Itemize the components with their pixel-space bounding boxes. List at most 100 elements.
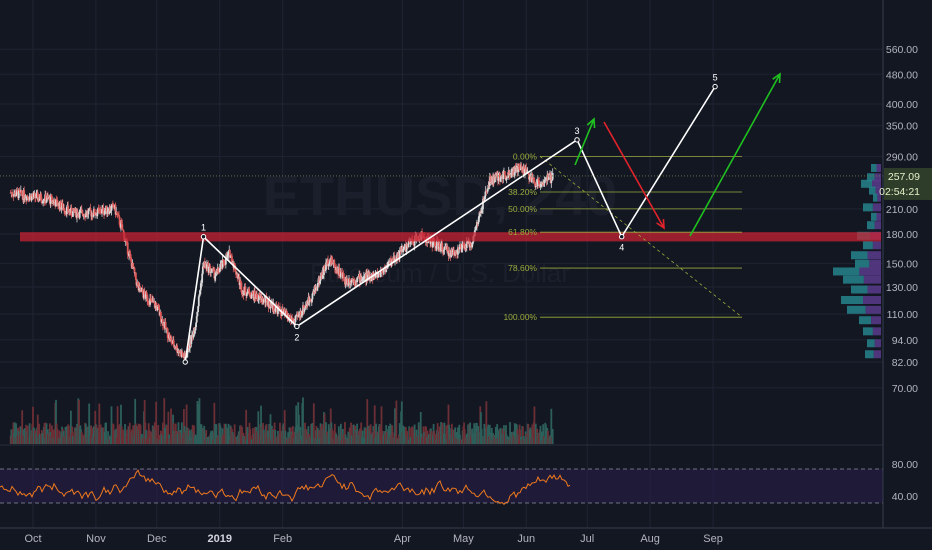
candle-body <box>126 240 128 243</box>
candle-body <box>362 276 365 278</box>
volume-bar <box>10 429 13 444</box>
volume-profile-bar-down <box>876 163 881 172</box>
candle-body <box>174 346 176 349</box>
candle-body <box>210 271 212 273</box>
candle-body <box>256 297 259 301</box>
candle-body <box>155 304 158 306</box>
candle-body <box>46 196 49 201</box>
candle-body <box>478 216 480 222</box>
candle-body <box>347 283 350 285</box>
time-tick-label: Nov <box>86 533 106 545</box>
candle-body <box>199 290 202 295</box>
volume-bar <box>295 405 298 444</box>
candle-body <box>450 249 453 258</box>
candle-body <box>316 287 319 289</box>
candle-body <box>105 205 108 214</box>
bullish-arrow-short-head <box>586 117 596 129</box>
candle-body <box>478 212 481 217</box>
candle-body <box>223 263 226 265</box>
price-tick-label: 82.00 <box>892 357 918 369</box>
volume-bar <box>198 398 201 444</box>
volume-bar <box>88 425 91 444</box>
volume-bar <box>299 426 302 444</box>
candle-body <box>391 260 394 262</box>
candle-body <box>547 175 550 180</box>
volume-bar <box>533 406 536 444</box>
volume-bar <box>513 423 516 444</box>
volume-bar <box>445 425 448 444</box>
wave-label: 2 <box>294 332 299 342</box>
volume-profile-bar-up <box>859 316 872 325</box>
candle-body <box>499 172 501 182</box>
volume-bar <box>350 422 352 444</box>
volume-bar <box>134 423 137 444</box>
candle-body <box>543 180 546 184</box>
candle-body <box>497 173 500 181</box>
volume-bar <box>201 428 204 444</box>
candle-body <box>387 262 390 263</box>
candle-body <box>201 273 204 283</box>
candle-body <box>442 249 445 252</box>
candle-body <box>297 315 300 317</box>
volume-profile-bar-down <box>872 203 881 212</box>
volume-bar <box>139 425 142 444</box>
candle-body <box>319 275 322 281</box>
candle-body <box>26 195 28 201</box>
candle-body <box>98 209 101 210</box>
candle-body <box>291 319 294 323</box>
candle-body <box>362 277 365 280</box>
volume-bar <box>174 423 177 444</box>
volume-bar <box>13 422 16 444</box>
volume-profile-bar-down <box>863 296 881 305</box>
candle-body <box>487 184 490 190</box>
time-axis[interactable]: Oct Nov Dec 2019 Feb Apr May Jun Jul Aug Sep <box>0 527 932 545</box>
volume-profile-bar-down <box>873 350 881 359</box>
candle-body <box>465 241 468 249</box>
candle-body <box>221 259 224 268</box>
volume-bar <box>170 408 172 444</box>
volume-profile-bar-up <box>867 221 875 230</box>
volume-bar <box>413 424 416 444</box>
candle-body <box>97 208 99 214</box>
volume-bar <box>331 428 333 444</box>
candle-body <box>304 305 307 308</box>
volume-bar <box>69 410 72 444</box>
drawings[interactable]: 0.00% 38.20% 50.00% 61.80% 78.60% 100.00% 1 2 3 4… <box>0 72 883 365</box>
candle-body <box>168 334 171 341</box>
candle-body <box>145 292 148 295</box>
volume-bar <box>128 422 131 444</box>
volume-bar <box>265 424 268 444</box>
candle-body <box>504 175 507 179</box>
volume-profile-bar-down <box>863 275 881 284</box>
wave-label: 3 <box>575 126 580 136</box>
volume-profile-bar-up <box>851 251 868 260</box>
candle-body <box>534 181 536 187</box>
candle-body <box>210 271 213 273</box>
candle-body <box>243 290 246 296</box>
candle-body <box>72 211 74 217</box>
volume-profile-bar-down <box>859 267 881 276</box>
volume-bar <box>246 427 249 444</box>
volume-bar <box>41 432 44 444</box>
candle-body <box>226 254 229 259</box>
candle-body <box>483 198 486 202</box>
time-tick-label: Apr <box>394 533 411 545</box>
candle-body <box>188 348 191 351</box>
candle-body <box>21 194 24 196</box>
volume-bar <box>415 429 418 444</box>
volume-bar <box>373 405 376 444</box>
volume-bar <box>441 422 444 444</box>
volume-profile-bar-down <box>874 339 881 348</box>
candle-body <box>224 264 227 266</box>
volume-bar <box>315 426 318 444</box>
candle-body <box>528 173 530 180</box>
volume-bar <box>360 422 363 444</box>
candle-body <box>448 251 451 257</box>
price-axis[interactable]: 560.00 480.00 400.00 350.00 290.00 210.00 180.… <box>879 0 932 528</box>
volume-bar <box>509 422 511 444</box>
volume-profile-bar-up <box>855 259 870 268</box>
volume-profile-bar-up <box>863 327 873 336</box>
candle-body <box>462 243 465 245</box>
candle-body <box>100 212 103 214</box>
